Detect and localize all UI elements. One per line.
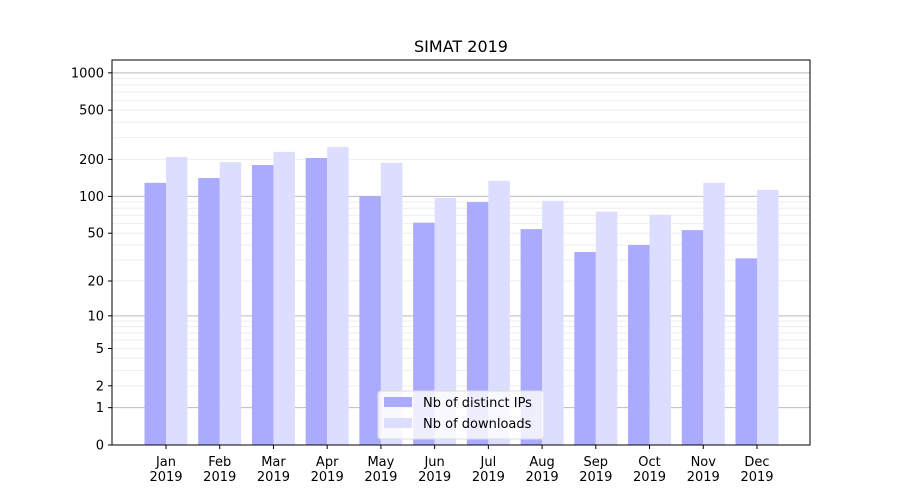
legend-label: Nb of distinct IPs	[423, 396, 532, 411]
x-tick-label: Feb 2019	[203, 455, 236, 485]
x-tick-label: Jun 2019	[418, 455, 451, 485]
legend-swatch	[384, 397, 412, 407]
bar-distinct-ips	[198, 178, 220, 446]
bar-downloads	[273, 151, 295, 445]
y-tick-label: 200	[79, 153, 104, 168]
bar-downloads	[380, 162, 403, 445]
bar-distinct-ips	[681, 230, 704, 445]
legend: Nb of distinct IPs Nb of downloads	[377, 390, 545, 440]
x-tick-label: May 2019	[364, 455, 397, 485]
x-tick-label: Apr 2019	[311, 455, 344, 485]
y-tick-label: 0	[96, 439, 104, 454]
x-tick-label: Sep 2019	[579, 455, 612, 485]
bar-downloads	[649, 214, 672, 445]
chart-title: SIMAT 2019	[414, 37, 508, 56]
y-tick-label: 100	[79, 190, 104, 205]
bar-distinct-ips	[251, 164, 274, 445]
bar-downloads	[219, 162, 242, 446]
y-tick-label: 1000	[71, 66, 104, 81]
x-tick-label: Dec 2019	[740, 455, 773, 485]
bar-downloads	[595, 211, 618, 445]
bar-distinct-ips	[735, 258, 757, 445]
y-tick-label: 20	[87, 275, 104, 290]
bar-distinct-ips	[359, 196, 381, 445]
legend-box	[377, 390, 545, 440]
x-tick-label: Mar 2019	[257, 455, 290, 485]
x-tick-label: Jan 2019	[149, 455, 182, 485]
plot-frame	[111, 59, 811, 446]
y-tick-label: 10	[87, 309, 104, 324]
y-tick-label: 500	[79, 104, 104, 119]
x-tick-label: Oct 2019	[633, 455, 666, 485]
bar-distinct-ips	[144, 182, 166, 445]
bar-downloads	[757, 189, 779, 445]
y-tick-label: 2	[96, 379, 104, 394]
y-tick-label: 5	[96, 342, 104, 357]
y-tick-label: 50	[87, 227, 104, 242]
y-tick-label: 1	[96, 401, 104, 416]
bar-downloads	[327, 146, 349, 445]
bar-downloads	[703, 182, 725, 445]
x-tick-label: Nov 2019	[687, 455, 720, 485]
x-tick-label: Aug 2019	[526, 455, 559, 485]
bar-downloads	[166, 156, 188, 445]
legend-swatch	[384, 418, 412, 428]
legend-label: Nb of downloads	[423, 417, 532, 432]
bar-downloads	[434, 198, 457, 445]
bar-downloads	[488, 180, 510, 445]
bar-distinct-ips	[574, 251, 596, 445]
bar-downloads	[542, 200, 564, 445]
bar-distinct-ips	[305, 158, 328, 445]
bar-distinct-ips	[466, 202, 489, 445]
bar-distinct-ips	[628, 244, 650, 445]
x-tick-label: Jul 2019	[472, 455, 505, 485]
bar-distinct-ips	[413, 222, 435, 445]
